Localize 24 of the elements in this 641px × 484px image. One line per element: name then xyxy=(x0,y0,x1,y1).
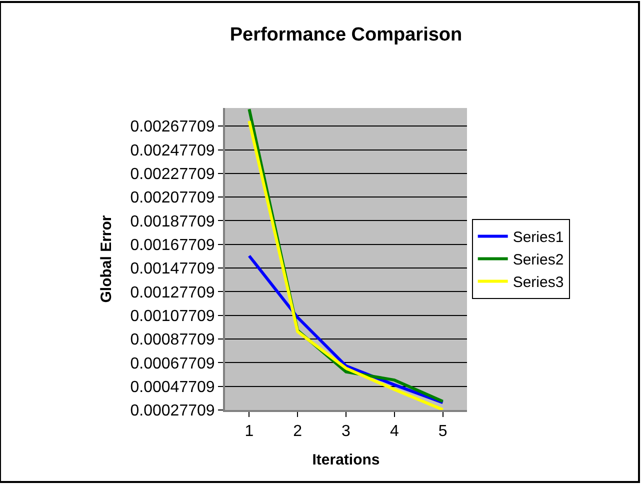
y-tick-label: 0.00087709 xyxy=(130,332,215,349)
y-tick-label: 0.00047709 xyxy=(130,378,215,396)
y-tick-label: 0.00187709 xyxy=(130,213,215,230)
y-tick-label: 0.00067709 xyxy=(130,355,215,372)
legend-label: Series1 xyxy=(512,229,564,246)
x-axis-title: Iterations xyxy=(312,452,380,469)
x-tick-label: 5 xyxy=(438,423,448,440)
x-tick-label: 1 xyxy=(244,423,254,440)
y-tick-label: 0.00167709 xyxy=(130,236,215,254)
legend-label: Series3 xyxy=(512,274,564,292)
y-tick-label: 0.00247709 xyxy=(130,142,215,160)
y-tick-label: 0.00107709 xyxy=(130,308,215,325)
x-tick-label: 3 xyxy=(342,423,351,440)
y-axis-title: Global Error xyxy=(98,215,116,303)
y-tick-label: 0.00127709 xyxy=(130,284,215,302)
y-tick-label: 0.00267709 xyxy=(130,118,215,136)
y-tick-label: 0.00147709 xyxy=(130,260,215,278)
x-tick-label: 2 xyxy=(293,423,302,440)
y-tick-label: 0.00227709 xyxy=(130,166,215,184)
y-tick-label: 0.00027709 xyxy=(130,402,215,420)
x-tick-label: 4 xyxy=(390,423,399,440)
chart-title: Performance Comparison xyxy=(230,24,462,46)
legend-label: Series2 xyxy=(512,252,564,269)
y-tick-label: 0.00207709 xyxy=(130,190,215,207)
